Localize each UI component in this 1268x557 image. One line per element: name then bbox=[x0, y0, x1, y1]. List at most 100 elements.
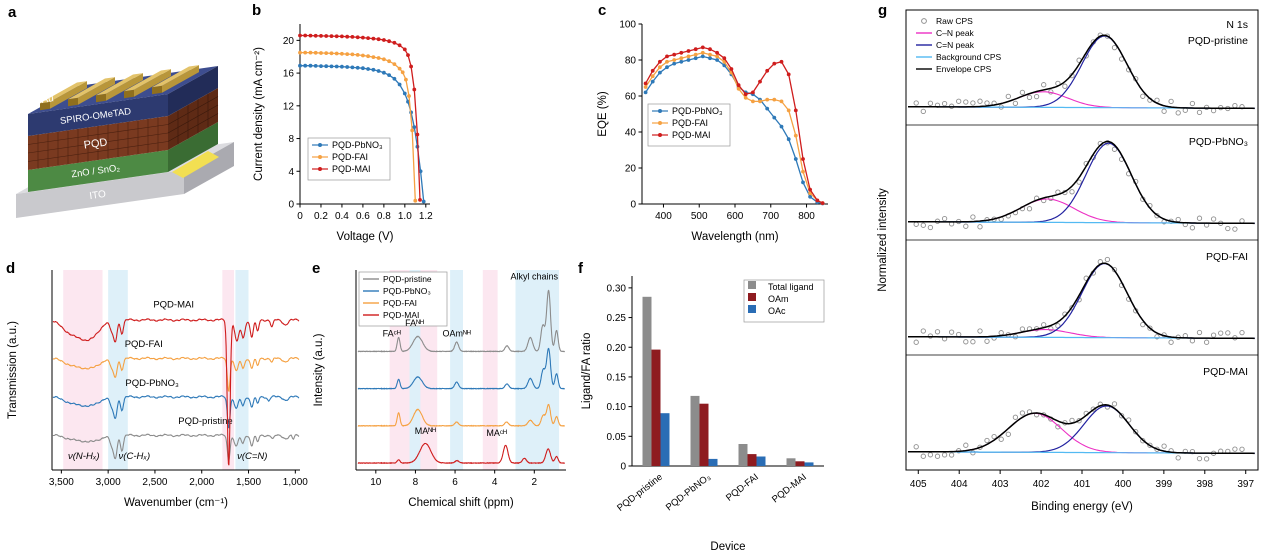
raw-point bbox=[1175, 216, 1181, 223]
axes: 3,500 3,000 2,500 2,000 1,500 1,000 Wavenumber… bbox=[7, 270, 308, 509]
trace-PQD-MAI bbox=[357, 442, 565, 465]
bar-Total ligand bbox=[642, 296, 652, 466]
raw-point bbox=[920, 453, 926, 459]
raw-point bbox=[1005, 431, 1011, 437]
shaded-bands bbox=[63, 270, 249, 470]
au-electrode bbox=[68, 97, 78, 107]
x-tick-label: 402 bbox=[1033, 479, 1050, 490]
y-tick-label: 0 bbox=[630, 200, 636, 211]
peak-annotation: MAᴺᴴ bbox=[415, 426, 436, 436]
y-axis-label: Transmission (a.u.) bbox=[7, 321, 19, 419]
raw-point bbox=[1161, 108, 1167, 114]
panel-e: e 10 8 6 4 2 Chemical shift (ppm) Intensity (a… bbox=[310, 258, 572, 554]
category-label: PQD-PbNO₃ bbox=[664, 472, 713, 514]
raw-point bbox=[1118, 413, 1125, 419]
axes: 10 8 6 4 2 Chemical shift (ppm) Intensity (a.u… bbox=[313, 270, 566, 509]
series-PQD-FAI bbox=[298, 50, 418, 203]
legend-label: PQD-pristine bbox=[383, 274, 432, 284]
raw-point bbox=[941, 452, 948, 458]
annotations: ν(N-Hₓ) ν(C-Hₓ) ν(C=N) bbox=[68, 451, 267, 462]
raw-point bbox=[941, 215, 948, 222]
raw-point bbox=[1111, 146, 1118, 152]
raw-point bbox=[1189, 100, 1196, 107]
xps-panel-PQD-PbNO₃: PQD-PbNO₃ bbox=[908, 136, 1255, 232]
vibration-annotation: ν(N-Hₓ) bbox=[68, 451, 100, 462]
au-electrode bbox=[124, 89, 134, 99]
x-tick-label: 400 bbox=[1115, 479, 1132, 490]
raw-point bbox=[1019, 410, 1026, 416]
raw-point bbox=[1026, 206, 1033, 212]
x-tick-label: 2,500 bbox=[142, 477, 167, 488]
panel-label-a: a bbox=[8, 4, 17, 21]
x-tick-label: 403 bbox=[992, 479, 1009, 490]
bar-OAm bbox=[795, 461, 805, 467]
raw-point bbox=[977, 328, 983, 334]
y-tick-label: 0.25 bbox=[607, 313, 627, 324]
legend: PQD-PbNO₃ PQD-FAI PQD-MAI bbox=[647, 103, 731, 147]
raw-point bbox=[1019, 89, 1026, 96]
xps-panel-PQD-MAI: PQD-MAI bbox=[908, 366, 1255, 462]
trace-label: PQD-MAI bbox=[153, 299, 194, 310]
y-tick-label: 100 bbox=[619, 20, 636, 31]
x-axis-label: Binding energy (eV) bbox=[1031, 501, 1133, 513]
bar-OAc bbox=[804, 462, 814, 466]
xps-panel-name: PQD-PbNO₃ bbox=[1189, 136, 1248, 148]
x-tick-label: 1.2 bbox=[419, 211, 433, 222]
series-PQD-FAI bbox=[643, 50, 825, 206]
legend-label: C=N peak bbox=[936, 40, 975, 50]
raw-point bbox=[927, 224, 934, 231]
au-electrode bbox=[40, 101, 50, 111]
legend: PQD-pristine PQD-PbNO₃ PQD-FAI PQD-MAI bbox=[358, 271, 448, 327]
ftir-chart: 3,500 3,000 2,500 2,000 1,500 1,000 Wavenumber… bbox=[7, 270, 308, 509]
raw-point bbox=[1140, 93, 1146, 99]
y-axis-label: Normalized intensity bbox=[877, 188, 889, 292]
peak-annotation: MAᶜᴴ bbox=[486, 428, 507, 438]
raw-point bbox=[1033, 93, 1040, 100]
raw-point bbox=[1175, 110, 1181, 116]
category-label: PQD-pristine bbox=[615, 472, 665, 514]
raw-point bbox=[963, 99, 969, 105]
trace-PQD-PbNO₃ bbox=[357, 347, 565, 390]
x-tick-label: 1,000 bbox=[283, 477, 308, 488]
legend-label: PQD-FAI bbox=[383, 298, 417, 308]
raw-point bbox=[963, 339, 969, 345]
y-tick-label: 0 bbox=[288, 200, 294, 211]
y-tick-label: 0.15 bbox=[607, 372, 627, 383]
x-axis-label: Wavenumber (cm⁻¹) bbox=[124, 497, 228, 509]
y-tick-label: 80 bbox=[625, 56, 637, 67]
raw-point bbox=[998, 330, 1004, 336]
legend-label: PQD-MAI bbox=[672, 130, 711, 140]
legend-label: PQD-PbNO₃ bbox=[672, 106, 723, 116]
raw-point bbox=[934, 329, 941, 335]
raw-point bbox=[1218, 330, 1224, 336]
y-tick-label: 8 bbox=[288, 134, 294, 145]
raw-point bbox=[1189, 448, 1196, 455]
xps-panel-PQD-pristine: N 1s PQD-pristine bbox=[908, 19, 1255, 116]
raw-point bbox=[1232, 446, 1238, 452]
raw-point bbox=[984, 338, 990, 344]
bar-Total ligand bbox=[738, 444, 748, 466]
panel-label-b: b bbox=[252, 2, 262, 19]
x-tick-label: 0.8 bbox=[377, 211, 391, 222]
legend: PQD-PbNO₃ PQD-FAI PQD-MAI bbox=[307, 137, 391, 181]
raw-point bbox=[984, 100, 990, 106]
y-axis-label: Ligand/FA ratio bbox=[581, 333, 593, 410]
vibration-annotation: ν(C=N) bbox=[237, 451, 267, 462]
x-tick-label: 400 bbox=[655, 211, 672, 222]
panel-label-e: e bbox=[312, 260, 321, 277]
panel-g: g 405 404 403 402 401 400 399 398 397 Binding ene… bbox=[876, 0, 1268, 557]
y-axis-label: EQE (%) bbox=[597, 91, 609, 137]
trace-PQD-MAI: PQD-MAI bbox=[52, 299, 300, 466]
raw-point bbox=[1069, 417, 1075, 424]
raw-point bbox=[963, 223, 969, 229]
raw-point bbox=[1147, 442, 1153, 448]
raw-point bbox=[913, 444, 919, 450]
raw-point bbox=[963, 442, 969, 448]
raw-point bbox=[1232, 226, 1238, 232]
raw-point bbox=[991, 433, 997, 440]
trace-PQD-PbNO₃: PQD-PbNO₃ bbox=[52, 378, 300, 429]
panel-f: f 0 0.05 0.10 0.15 0.20 0.25 0.30 Ligand/FA rat… bbox=[576, 258, 838, 557]
panel-label-f: f bbox=[578, 260, 583, 277]
panel-label-d: d bbox=[6, 260, 16, 277]
